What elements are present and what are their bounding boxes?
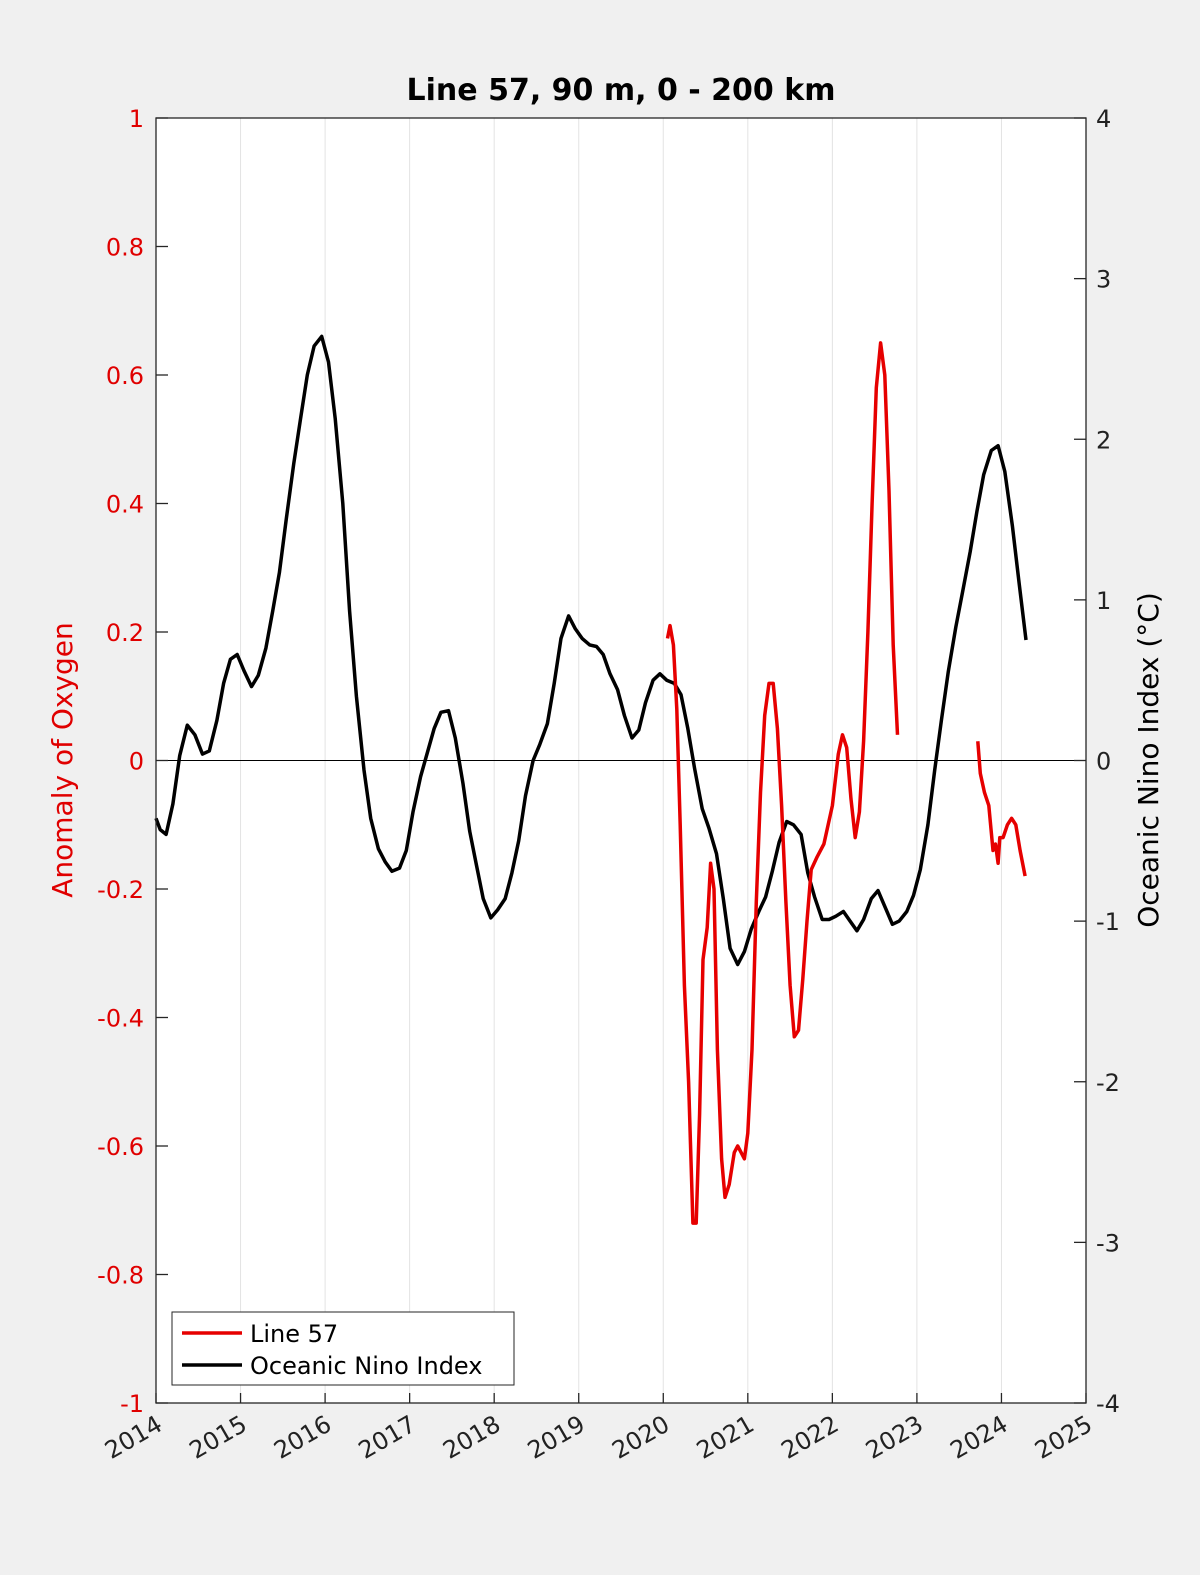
y-left-axis-label: Anomaly of Oxygen [46,622,79,898]
x-tick-label: 2018 [438,1410,505,1465]
x-tick-label: 2024 [946,1410,1013,1465]
y-left-tick-label: -0.8 [97,1262,144,1290]
y-left-tick-label: 0 [129,748,144,776]
x-tick-label: 2022 [776,1410,843,1465]
x-tick-label: 2019 [523,1410,590,1465]
line-57-segment [976,741,1027,877]
y-left-tick-label: -1 [120,1390,144,1418]
y-right-tick-label: 2 [1096,426,1111,454]
series-oceanic-nino-index [154,334,1028,967]
x-tick-label: 2020 [607,1410,674,1465]
legend: Line 57 Oceanic Nino Index [171,1311,515,1386]
y-left-tick-label: 0.6 [106,362,144,390]
chart-title: Line 57, 90 m, 0 - 200 km [407,73,836,108]
line-57-segment [665,341,900,1225]
y-right-tick-label: -4 [1096,1390,1120,1418]
x-tick-label: 2023 [861,1410,928,1465]
legend-label-line-57: Line 57 [250,1320,338,1348]
x-tick-label: 2021 [692,1410,759,1465]
x-tick-label: 2016 [269,1410,336,1465]
y-left-ticks: -1 -0.8 -0.6 -0.4 -0.2 0 0.2 0.4 0.6 0.8 1 [97,105,168,1418]
series-line-57 [665,341,1027,1225]
y-left-tick-label: 1 [129,105,144,133]
legend-label-oni: Oceanic Nino Index [250,1352,482,1380]
y-left-tick-label: 0.4 [106,491,144,519]
x-tick-label: 2025 [1030,1410,1097,1465]
y-right-tick-label: 3 [1096,266,1111,294]
y-right-tick-label: -3 [1096,1229,1120,1257]
x-ticks: 2014 2015 2016 2017 2018 2019 2020 2021 2022 2023… [100,1393,1097,1465]
legend-box [171,1311,515,1386]
y-left-tick-label: -0.6 [97,1133,144,1161]
y-right-tick-label: -2 [1096,1069,1120,1097]
x-tick-label: 2014 [100,1410,167,1465]
y-right-axis-label: Oceanic Nino Index (°C) [1132,592,1165,928]
y-left-tick-label: 0.2 [106,619,144,647]
y-left-tick-label: 0.8 [106,234,144,262]
y-right-tick-label: 0 [1096,748,1111,776]
y-right-ticks: -4 -3 -2 -1 0 1 2 3 4 [1074,105,1120,1418]
y-left-tick-label: -0.4 [97,1005,144,1033]
oni-line [154,334,1028,967]
y-right-tick-label: 4 [1096,105,1111,133]
x-tick-label: 2015 [185,1410,252,1465]
y-left-tick-label: -0.2 [97,876,144,904]
y-right-tick-label: 1 [1096,587,1111,615]
y-right-tick-label: -1 [1096,908,1120,936]
x-tick-label: 2017 [354,1410,421,1465]
